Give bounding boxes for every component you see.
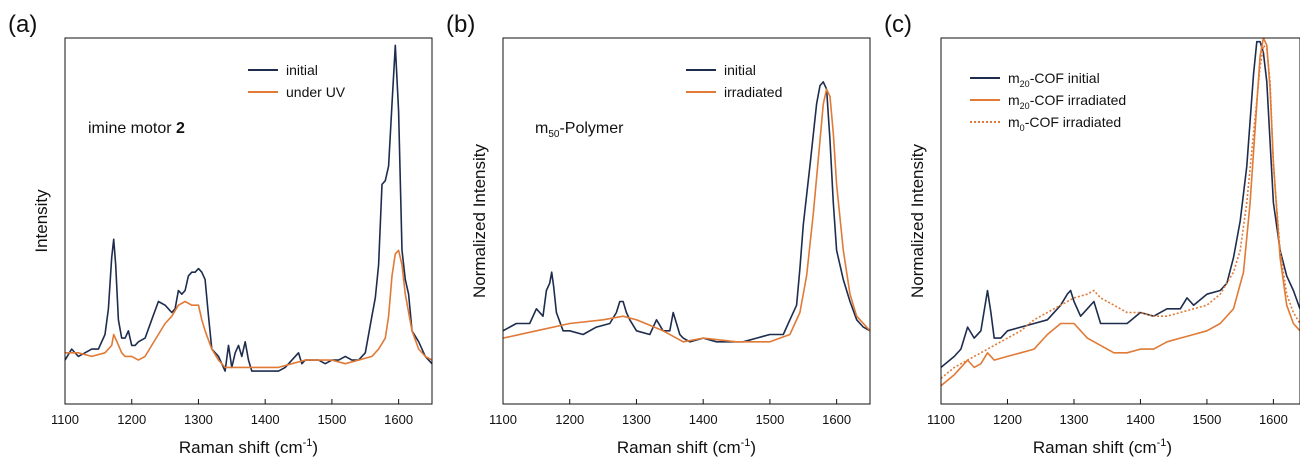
x-tick-label: 1200 (555, 412, 584, 427)
panel-1: (a) 1100 1200 1300 1400 1500 1600 Raman shift (… (8, 11, 433, 457)
legend-name-rest: -COF irradiated (1025, 114, 1121, 130)
x-tick-label: 1300 (1060, 412, 1089, 427)
x-tick-label: 1100 (927, 412, 955, 427)
panel-label: (c) (884, 11, 912, 38)
legend-sub: 20 (1020, 79, 1030, 89)
x-tick-label: 1100 (489, 412, 517, 427)
x-tick-label: 1100 (51, 412, 79, 427)
x-tick-label: 1400 (251, 412, 280, 427)
x-axis-label-text: Raman shift (cm (1033, 438, 1157, 457)
x-tick-label: 1500 (317, 412, 346, 427)
legend-name-rest: -COF irradiated (1030, 92, 1126, 108)
series-line-2 (65, 249, 432, 369)
x-tick-label: 1300 (184, 412, 213, 427)
x-tick-label: 1200 (993, 412, 1022, 427)
annotation-sub: 50 (548, 129, 560, 140)
legend-sub: 0 (1020, 123, 1025, 133)
x-axis-label-sup: -1 (303, 437, 313, 449)
legend-label-3: m0-COF irradiated (1008, 114, 1121, 133)
x-tick-label: 1400 (689, 412, 718, 427)
legend-name-rest: -COF initial (1030, 70, 1100, 86)
x-axis-label-close: ) (1166, 438, 1172, 457)
legend-sub: 20 (1020, 101, 1030, 111)
panel-2: (b) 1100 1200 1300 1400 1500 1600 Raman shift (… (446, 11, 871, 457)
x-axis-label: Raman shift (cm-1) (617, 437, 756, 457)
series-line-2 (941, 38, 1300, 387)
series-line-1 (65, 44, 432, 372)
legend-name: irradiated (724, 84, 782, 100)
legend-name: under UV (286, 84, 346, 100)
panel-label: (b) (446, 11, 475, 38)
x-axis-label-text: Raman shift (cm (617, 438, 741, 457)
panel-annotation: imine motor 2 (88, 120, 185, 137)
series-line-1 (941, 40, 1300, 369)
x-tick-label: 1600 (822, 412, 851, 427)
legend-name: initial (286, 62, 318, 78)
y-axis-label: Intensity (32, 189, 51, 253)
legend-name: m (1008, 70, 1020, 86)
x-axis-label-text: Raman shift (cm (179, 438, 303, 457)
panel-annotation: m50-Polymer (535, 120, 624, 140)
annotation-prefix: m (535, 120, 548, 137)
x-tick-label: 1400 (1126, 412, 1155, 427)
legend-name: m (1008, 92, 1020, 108)
x-axis-label: Raman shift (cm-1) (179, 437, 318, 457)
series-line-1 (503, 81, 870, 343)
x-tick-label: 1600 (1259, 412, 1288, 427)
annotation-bold: 2 (176, 120, 185, 137)
panel-3: (c) 1100 1200 1300 1400 1500 1600 Raman shift (… (884, 11, 1300, 457)
plot-frame (502, 37, 871, 405)
legend-name: initial (724, 62, 756, 78)
x-axis-label-close: ) (312, 438, 318, 457)
y-axis-label: Normalized Intensity (470, 144, 489, 299)
x-tick-label: 1600 (384, 412, 413, 427)
legend-label-2: under UV (286, 84, 346, 100)
legend-label-1: m20-COF initial (1008, 70, 1100, 89)
y-axis-label: Normalized Intensity (908, 144, 927, 299)
x-tick-label: 1200 (117, 412, 146, 427)
legend-label-2: m20-COF irradiated (1008, 92, 1126, 111)
x-axis-label-close: ) (750, 438, 756, 457)
plot-frame (940, 37, 1300, 405)
legend-label-1: initial (286, 62, 318, 78)
annotation-rest: -Polymer (559, 120, 624, 137)
legend-label-2: irradiated (724, 84, 782, 100)
legend-name: m (1008, 114, 1020, 130)
x-axis-label-sup: -1 (1157, 437, 1167, 449)
panel-label: (a) (8, 11, 37, 38)
annotation-prefix: imine motor (88, 120, 176, 137)
x-tick-label: 1500 (755, 412, 784, 427)
x-axis-label: Raman shift (cm-1) (1033, 437, 1172, 457)
x-axis-label-sup: -1 (741, 437, 751, 449)
x-tick-label: 1500 (1192, 412, 1221, 427)
legend-label-1: initial (724, 62, 756, 78)
plot-frame (64, 37, 433, 405)
x-tick-label: 1300 (622, 412, 651, 427)
series-line-2 (503, 88, 870, 343)
